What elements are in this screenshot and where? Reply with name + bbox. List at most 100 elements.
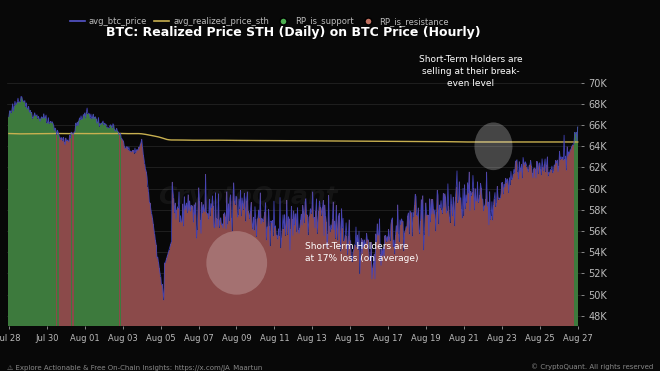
Bar [165, 263, 166, 326]
Bar [454, 226, 455, 326]
Bar [224, 213, 225, 326]
Bar [568, 152, 569, 326]
Bar [42, 118, 43, 326]
Bar [289, 219, 290, 326]
Bar [452, 216, 453, 326]
Bar [502, 183, 503, 326]
Bar [387, 242, 388, 326]
Bar [65, 138, 66, 326]
Bar [186, 203, 187, 326]
Bar [143, 154, 144, 326]
Bar [41, 117, 42, 326]
Bar [209, 199, 210, 326]
Bar [96, 123, 98, 326]
Bar [74, 132, 75, 326]
Bar [53, 125, 54, 326]
Bar [328, 196, 329, 326]
Bar [136, 150, 137, 326]
Bar [333, 230, 335, 326]
Bar [256, 237, 257, 326]
Bar [119, 134, 120, 326]
Bar [463, 216, 464, 326]
Bar [400, 220, 401, 326]
Bar [266, 240, 267, 326]
Bar [270, 246, 271, 326]
Bar [354, 245, 355, 326]
Bar [216, 227, 217, 326]
Bar [443, 193, 444, 326]
Bar [268, 209, 269, 326]
Bar [190, 211, 191, 326]
Bar [279, 236, 280, 326]
Bar [89, 114, 90, 326]
Bar [121, 139, 122, 326]
Bar [561, 157, 562, 326]
Bar [544, 159, 545, 326]
Bar [70, 138, 71, 326]
Bar [516, 161, 517, 326]
Bar [215, 193, 216, 326]
Bar [560, 160, 561, 326]
Bar [567, 147, 568, 326]
Bar [91, 119, 92, 326]
Bar [542, 159, 543, 326]
Bar [524, 165, 525, 326]
Bar [444, 194, 446, 326]
Bar [231, 218, 232, 326]
Bar [255, 219, 256, 326]
Bar [127, 147, 128, 326]
Bar [195, 203, 196, 326]
Bar [525, 162, 526, 326]
Bar [68, 141, 69, 326]
Bar [577, 141, 578, 326]
Bar [130, 151, 131, 326]
Bar [554, 165, 555, 326]
Bar [361, 238, 362, 326]
Bar [379, 219, 380, 326]
Bar [131, 151, 132, 326]
Bar [438, 224, 439, 326]
Bar [129, 151, 130, 326]
Bar [417, 216, 418, 326]
Bar [474, 210, 475, 326]
Bar [559, 151, 560, 326]
Bar [330, 232, 331, 326]
Bar [14, 106, 15, 326]
Bar [480, 183, 481, 326]
Bar [159, 268, 160, 326]
Bar [478, 200, 479, 326]
Bar [537, 162, 538, 326]
Bar [376, 242, 377, 326]
Bar [413, 217, 414, 326]
Bar [187, 195, 189, 326]
Bar [301, 214, 302, 326]
Bar [226, 192, 227, 326]
Bar [282, 215, 283, 326]
Bar [251, 222, 252, 326]
Bar [513, 170, 514, 326]
Bar [57, 130, 58, 326]
Bar [439, 205, 440, 326]
Bar [278, 229, 279, 326]
Bar [107, 128, 108, 326]
Bar [382, 255, 383, 326]
Bar [467, 183, 468, 326]
Bar [241, 216, 242, 326]
Bar [222, 228, 224, 326]
Bar [476, 200, 477, 326]
Bar [71, 133, 73, 326]
Bar [316, 199, 317, 326]
Bar [549, 173, 550, 326]
Bar [246, 201, 247, 326]
Bar [523, 162, 524, 326]
Bar [557, 160, 558, 326]
Bar [185, 206, 186, 326]
Bar [58, 132, 59, 326]
Bar [204, 211, 205, 326]
Bar [556, 163, 557, 326]
Bar [570, 150, 572, 326]
Bar [90, 114, 91, 326]
Bar [562, 157, 563, 326]
Bar [433, 209, 434, 326]
Bar [155, 240, 156, 326]
